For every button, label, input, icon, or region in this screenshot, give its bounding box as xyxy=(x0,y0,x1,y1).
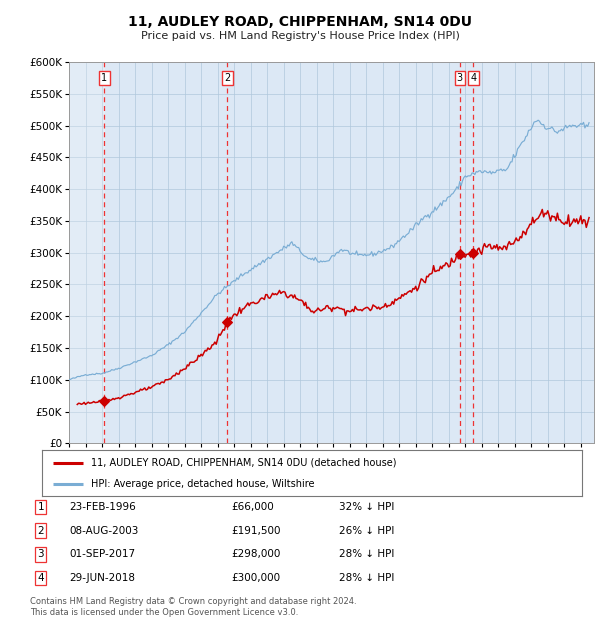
Text: 26% ↓ HPI: 26% ↓ HPI xyxy=(339,526,394,536)
Text: 1: 1 xyxy=(101,73,107,83)
Text: 23-FEB-1996: 23-FEB-1996 xyxy=(69,502,136,512)
Text: This data is licensed under the Open Government Licence v3.0.: This data is licensed under the Open Gov… xyxy=(30,608,298,617)
Text: 08-AUG-2003: 08-AUG-2003 xyxy=(69,526,139,536)
Text: 3: 3 xyxy=(457,73,463,83)
Bar xyxy=(69,62,104,443)
Text: 2: 2 xyxy=(37,526,44,536)
Text: Price paid vs. HM Land Registry's House Price Index (HPI): Price paid vs. HM Land Registry's House … xyxy=(140,31,460,41)
Text: £191,500: £191,500 xyxy=(231,526,281,536)
Text: 11, AUDLEY ROAD, CHIPPENHAM, SN14 0DU: 11, AUDLEY ROAD, CHIPPENHAM, SN14 0DU xyxy=(128,16,472,30)
Text: 11, AUDLEY ROAD, CHIPPENHAM, SN14 0DU (detached house): 11, AUDLEY ROAD, CHIPPENHAM, SN14 0DU (d… xyxy=(91,458,396,467)
Text: 2: 2 xyxy=(224,73,230,83)
Text: 28% ↓ HPI: 28% ↓ HPI xyxy=(339,573,394,583)
Text: HPI: Average price, detached house, Wiltshire: HPI: Average price, detached house, Wilt… xyxy=(91,479,314,489)
Text: £298,000: £298,000 xyxy=(231,549,280,559)
Text: 32% ↓ HPI: 32% ↓ HPI xyxy=(339,502,394,512)
Text: 3: 3 xyxy=(37,549,44,559)
Text: 01-SEP-2017: 01-SEP-2017 xyxy=(69,549,135,559)
Text: 28% ↓ HPI: 28% ↓ HPI xyxy=(339,549,394,559)
Text: £66,000: £66,000 xyxy=(231,502,274,512)
Text: 4: 4 xyxy=(470,73,476,83)
Text: 29-JUN-2018: 29-JUN-2018 xyxy=(69,573,135,583)
Text: 1: 1 xyxy=(37,502,44,512)
Text: £300,000: £300,000 xyxy=(231,573,280,583)
Text: Contains HM Land Registry data © Crown copyright and database right 2024.: Contains HM Land Registry data © Crown c… xyxy=(30,597,356,606)
Text: 4: 4 xyxy=(37,573,44,583)
